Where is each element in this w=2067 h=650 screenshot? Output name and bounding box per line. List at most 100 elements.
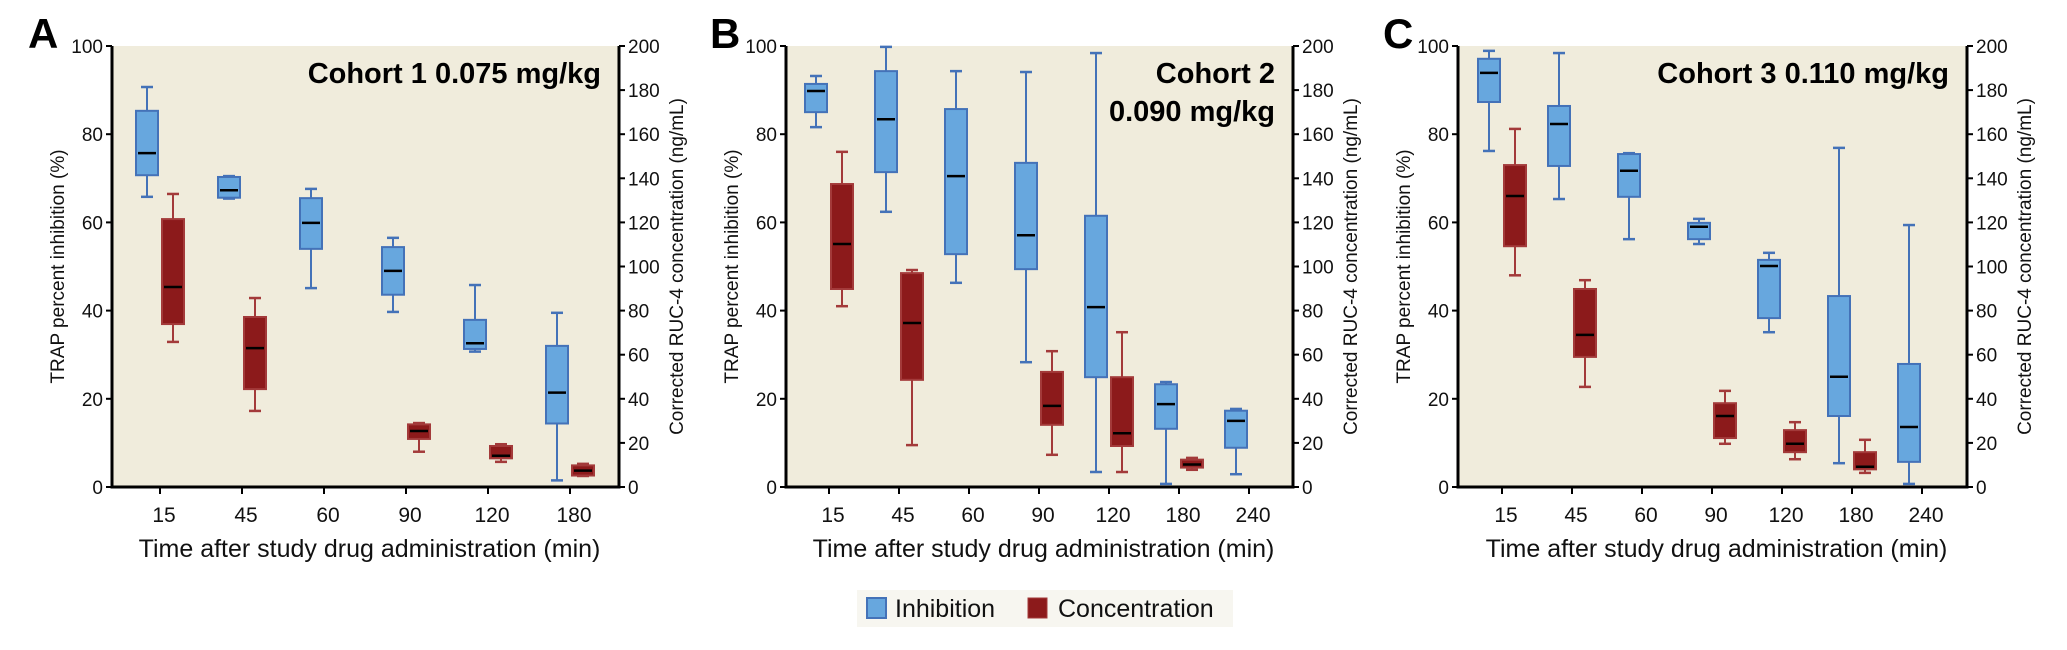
plot-area (786, 46, 1293, 487)
y2-tick-label: 160 (628, 125, 660, 146)
box-iqr (243, 315, 267, 391)
y2-tick-label: 140 (628, 169, 660, 190)
y2-tick-label: 140 (1976, 169, 2008, 190)
x-tick-label: 60 (316, 504, 339, 527)
inhibition-box-15 (1477, 49, 1501, 153)
y-tick-label: 100 (745, 37, 777, 58)
panel-letter: A (28, 10, 58, 57)
y2-tick-label: 180 (1976, 81, 2008, 102)
box-iqr (1224, 409, 1248, 449)
box-iqr (1827, 295, 1851, 417)
x-tick-label: 240 (1235, 504, 1270, 527)
inhibition-box-120 (1757, 251, 1781, 334)
inhibition-box-240 (1224, 407, 1248, 476)
box-iqr (1853, 451, 1877, 471)
y-tick-label: 0 (766, 478, 777, 499)
inhibition-box-90 (1014, 70, 1038, 364)
y-tick-label: 40 (82, 302, 103, 323)
box-iqr (1503, 164, 1527, 248)
x-tick-label: 45 (1564, 504, 1587, 527)
y2-tick-label: 120 (1302, 213, 1334, 234)
inhibition-box-45 (217, 174, 241, 200)
y2-tick-label: 40 (1976, 390, 1997, 411)
x-tick-label: 240 (1908, 504, 1943, 527)
box-iqr (874, 70, 898, 174)
box-iqr (1897, 362, 1921, 463)
box-iqr (1757, 258, 1781, 320)
legend-label-concentration: Concentration (1058, 595, 1214, 623)
concentration-box-15 (161, 192, 185, 344)
concentration-box-45 (1573, 278, 1597, 389)
box-iqr (830, 183, 854, 290)
y2-tick-label: 40 (628, 390, 649, 411)
box-iqr (545, 344, 569, 425)
legend-swatch-inhibition (866, 597, 887, 619)
x-tick-label: 15 (821, 504, 844, 527)
x-tick-label: 180 (556, 504, 591, 527)
plot-area (1458, 46, 1967, 487)
x-tick-label: 120 (1095, 504, 1130, 527)
inhibition-box-60 (944, 69, 968, 285)
y-tick-label: 0 (1438, 478, 1449, 499)
x-axis-title: Time after study drug administration (mi… (1486, 535, 1948, 563)
panels: A020406080100020406080100120140160180200… (28, 10, 2036, 563)
concentration-box-45 (243, 296, 267, 413)
box-iqr (900, 272, 924, 381)
y2-tick-label: 200 (1976, 37, 2008, 58)
panel-a: A 0 20 40 60 80 100 0 20 40 60 80 100 120 140 160 180 200… (28, 10, 688, 563)
x-tick-label: 60 (1634, 504, 1657, 527)
panel-letter: C (1383, 10, 1413, 57)
y2-tick-label: 80 (628, 302, 649, 323)
cohort-title: Cohort 2 (1156, 58, 1275, 90)
y2-tick-label: 0 (1976, 478, 1987, 499)
x-tick-label: 90 (398, 504, 421, 527)
y-tick-label: 100 (1417, 37, 1449, 58)
box-iqr (1617, 153, 1641, 198)
box-iqr (1084, 214, 1108, 379)
box-iqr (217, 175, 241, 199)
y-tick-label: 60 (1428, 213, 1449, 234)
y2-tick-label: 80 (1302, 302, 1323, 323)
box-iqr (1783, 429, 1807, 454)
y-axis-title: TRAP percent inhibition (%) (1394, 149, 1415, 383)
concentration-box-180 (571, 462, 595, 478)
box-iqr (804, 82, 828, 114)
legend-swatch-concentration (1027, 597, 1048, 619)
y2-tick-label: 160 (1976, 125, 2008, 146)
inhibition-box-45 (1547, 51, 1571, 201)
inhibition-box-240 (1897, 223, 1921, 486)
inhibition-box-180 (1154, 380, 1178, 486)
y2-axis-title: Corrected RUC-4 concentration (ng/mL) (2015, 98, 2036, 435)
inhibition-box-90 (1687, 217, 1711, 246)
y-tick-label: 20 (756, 390, 777, 411)
x-tick-label: 45 (891, 504, 914, 527)
x-tick-label: 15 (152, 504, 175, 527)
inhibition-box-45 (874, 45, 898, 214)
inhibition-box-60 (299, 187, 323, 290)
concentration-box-180 (1180, 456, 1204, 472)
inhibition-box-120 (463, 283, 487, 353)
y2-tick-label: 0 (1302, 478, 1313, 499)
box-iqr (135, 109, 159, 177)
box-iqr (1040, 370, 1064, 426)
box-iqr (161, 218, 185, 326)
y2-tick-label: 140 (1302, 169, 1334, 190)
concentration-box-120 (489, 442, 513, 464)
x-axis-title: Time after study drug administration (mi… (813, 535, 1275, 563)
inhibition-box-180 (545, 311, 569, 482)
y-tick-label: 20 (1428, 390, 1449, 411)
box-iqr (463, 318, 487, 350)
inhibition-box-15 (804, 74, 828, 129)
y2-axis-title: Corrected RUC-4 concentration (ng/mL) (667, 98, 688, 435)
y2-tick-label: 60 (628, 346, 649, 367)
y-tick-label: 60 (82, 213, 103, 234)
y2-tick-label: 60 (1302, 346, 1323, 367)
box-iqr (1014, 161, 1038, 271)
x-axis-title: Time after study drug administration (mi… (139, 535, 601, 563)
box-iqr (1573, 287, 1597, 358)
y2-tick-label: 20 (628, 434, 649, 455)
y2-tick-label: 180 (1302, 81, 1334, 102)
box-iqr (1477, 57, 1501, 104)
concentration-box-15 (1503, 127, 1527, 277)
x-tick-label: 120 (474, 504, 509, 527)
